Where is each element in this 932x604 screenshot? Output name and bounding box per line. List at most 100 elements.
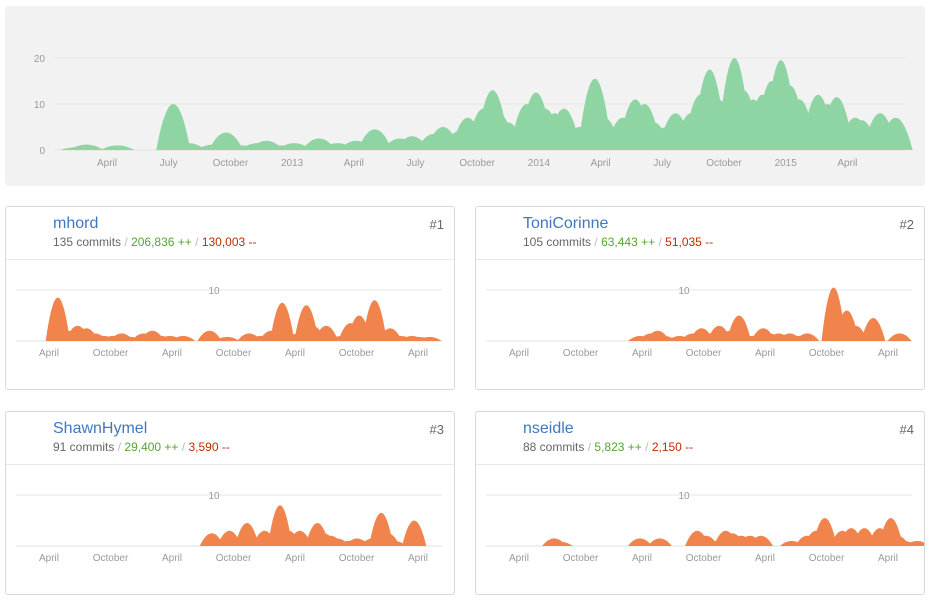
data-peak — [748, 535, 774, 546]
additions-count: 5,823 ++ — [594, 440, 642, 454]
data-peak — [197, 330, 222, 341]
x-tick-label: April — [878, 553, 898, 564]
data-peak — [156, 104, 191, 150]
contributor-card-2: ToniCorinne 105 commits / 63,443 ++ / 51… — [475, 206, 925, 390]
data-peak — [215, 336, 240, 341]
x-tick-label: October — [339, 348, 375, 359]
additions-count: 63,443 ++ — [601, 235, 656, 249]
contributor-stats: 88 commits / 5,823 ++ / 2,150 -- — [523, 440, 693, 454]
x-tick-label: October — [216, 348, 252, 359]
commit-count: 88 commits — [523, 440, 585, 454]
contributor-rank: #1 — [429, 217, 444, 232]
y-tick-label: 10 — [208, 286, 220, 297]
stats-separator: / — [117, 440, 122, 454]
deletions-count: 3,590 -- — [188, 440, 230, 454]
avatar[interactable] — [486, 422, 518, 454]
data-peak — [795, 333, 820, 341]
x-tick-label: April — [837, 158, 857, 169]
stats-separator: / — [181, 440, 186, 454]
contributor-login[interactable]: ShawnHymel — [53, 420, 148, 437]
x-tick-label: October — [93, 553, 129, 564]
x-tick-label: October — [213, 158, 249, 169]
contributor-stats: 105 commits / 63,443 ++ / 51,035 -- — [523, 235, 713, 249]
contributor-rank: #4 — [899, 422, 914, 437]
data-peak — [843, 325, 868, 341]
data-peak — [100, 145, 135, 150]
deletions-count: 2,150 -- — [651, 440, 694, 454]
x-tick-label: 2014 — [528, 158, 551, 169]
overview-area-chart: 0 10 20 April July October 2013 April July Octobe… — [34, 54, 913, 169]
x-tick-label: October — [216, 553, 252, 564]
data-peak — [887, 333, 912, 341]
y-tick-label: 10 — [678, 286, 690, 297]
y-tick-label: 0 — [39, 146, 45, 157]
commit-count: 135 commits — [53, 235, 122, 249]
x-tick-label: April — [408, 348, 428, 359]
contributor-login[interactable]: mhord — [53, 215, 99, 232]
contributor-area-chart: 10 April October April October April October Ap… — [486, 491, 924, 564]
data-peak — [861, 318, 886, 341]
contributor-login[interactable]: nseidle — [523, 420, 574, 437]
contributor-rank: #3 — [429, 422, 444, 437]
contributor-login[interactable]: ToniCorinne — [523, 215, 609, 232]
data-peak — [726, 315, 752, 341]
deletions-count: 51,035 -- — [665, 235, 714, 249]
x-tick-label: 2015 — [775, 158, 798, 169]
stats-separator: / — [195, 235, 199, 249]
data-peak — [382, 540, 407, 546]
avatar[interactable] — [16, 422, 48, 454]
contributor-area-chart: 10 April October April October April October Ap… — [16, 286, 442, 359]
x-tick-label: October — [809, 348, 845, 359]
data-peak — [402, 520, 427, 546]
stats-separator: / — [658, 235, 662, 249]
x-tick-label: October — [686, 553, 722, 564]
data-peak — [548, 541, 573, 546]
x-tick-label: July — [407, 158, 425, 169]
data-peak — [905, 540, 924, 546]
contributor-stats: 135 commits / 206,836 ++ / 130,003 -- — [53, 235, 257, 249]
contributor-card-3: ShawnHymel 91 commits / 29,400 ++ / 3,59… — [5, 411, 455, 595]
stats-separator: / — [587, 440, 592, 454]
avatar[interactable] — [486, 217, 518, 249]
x-tick-label: April — [509, 348, 529, 359]
contributor-card-1: mhord 135 commits / 206,836 ++ / 130,003… — [5, 206, 455, 390]
x-tick-label: October — [339, 553, 375, 564]
commit-count: 91 commits — [53, 440, 115, 454]
data-peak — [277, 143, 312, 150]
contributor-header: mhord 135 commits / 206,836 ++ / 130,003… — [6, 207, 454, 260]
x-tick-label: April — [39, 348, 59, 359]
x-tick-label: April — [878, 348, 898, 359]
stats-separator: / — [645, 440, 649, 454]
avatar[interactable] — [16, 217, 48, 249]
additions-count: 206,836 ++ — [131, 235, 192, 249]
additions-count: 29,400 ++ — [124, 440, 179, 454]
x-tick-label: April — [755, 348, 775, 359]
data-peak — [208, 132, 244, 150]
x-tick-label: April — [632, 553, 652, 564]
commit-count: 105 commits — [523, 235, 592, 249]
contributor-header: ShawnHymel 91 commits / 29,400 ++ / 3,59… — [6, 412, 454, 465]
contributor-area-chart: 10 April October April October April October Ap… — [486, 286, 912, 359]
data-peak — [627, 538, 653, 546]
data-peak — [69, 144, 104, 150]
x-tick-label: October — [809, 553, 845, 564]
x-tick-label: October — [93, 348, 129, 359]
data-peak — [362, 300, 387, 341]
contributor-area-chart: 10 April October April October April October Ap… — [16, 491, 442, 564]
x-tick-label: April — [344, 158, 364, 169]
y-tick-label: 10 — [678, 491, 690, 502]
x-tick-label: July — [653, 158, 671, 169]
x-tick-label: October — [706, 158, 742, 169]
x-tick-label: April — [755, 553, 775, 564]
x-tick-label: October — [563, 553, 599, 564]
x-tick-label: April — [162, 553, 182, 564]
y-tick-label: 10 — [34, 100, 46, 111]
commits-overview-chart: 0 10 20 April July October 2013 April July Octobe… — [5, 6, 925, 186]
contributor-header: ToniCorinne 105 commits / 63,443 ++ / 51… — [476, 207, 924, 260]
x-tick-label: April — [39, 553, 59, 564]
x-tick-label: April — [509, 553, 529, 564]
x-tick-label: October — [563, 348, 599, 359]
x-tick-label: April — [285, 553, 305, 564]
x-tick-label: October — [686, 348, 722, 359]
x-tick-label: April — [97, 158, 117, 169]
